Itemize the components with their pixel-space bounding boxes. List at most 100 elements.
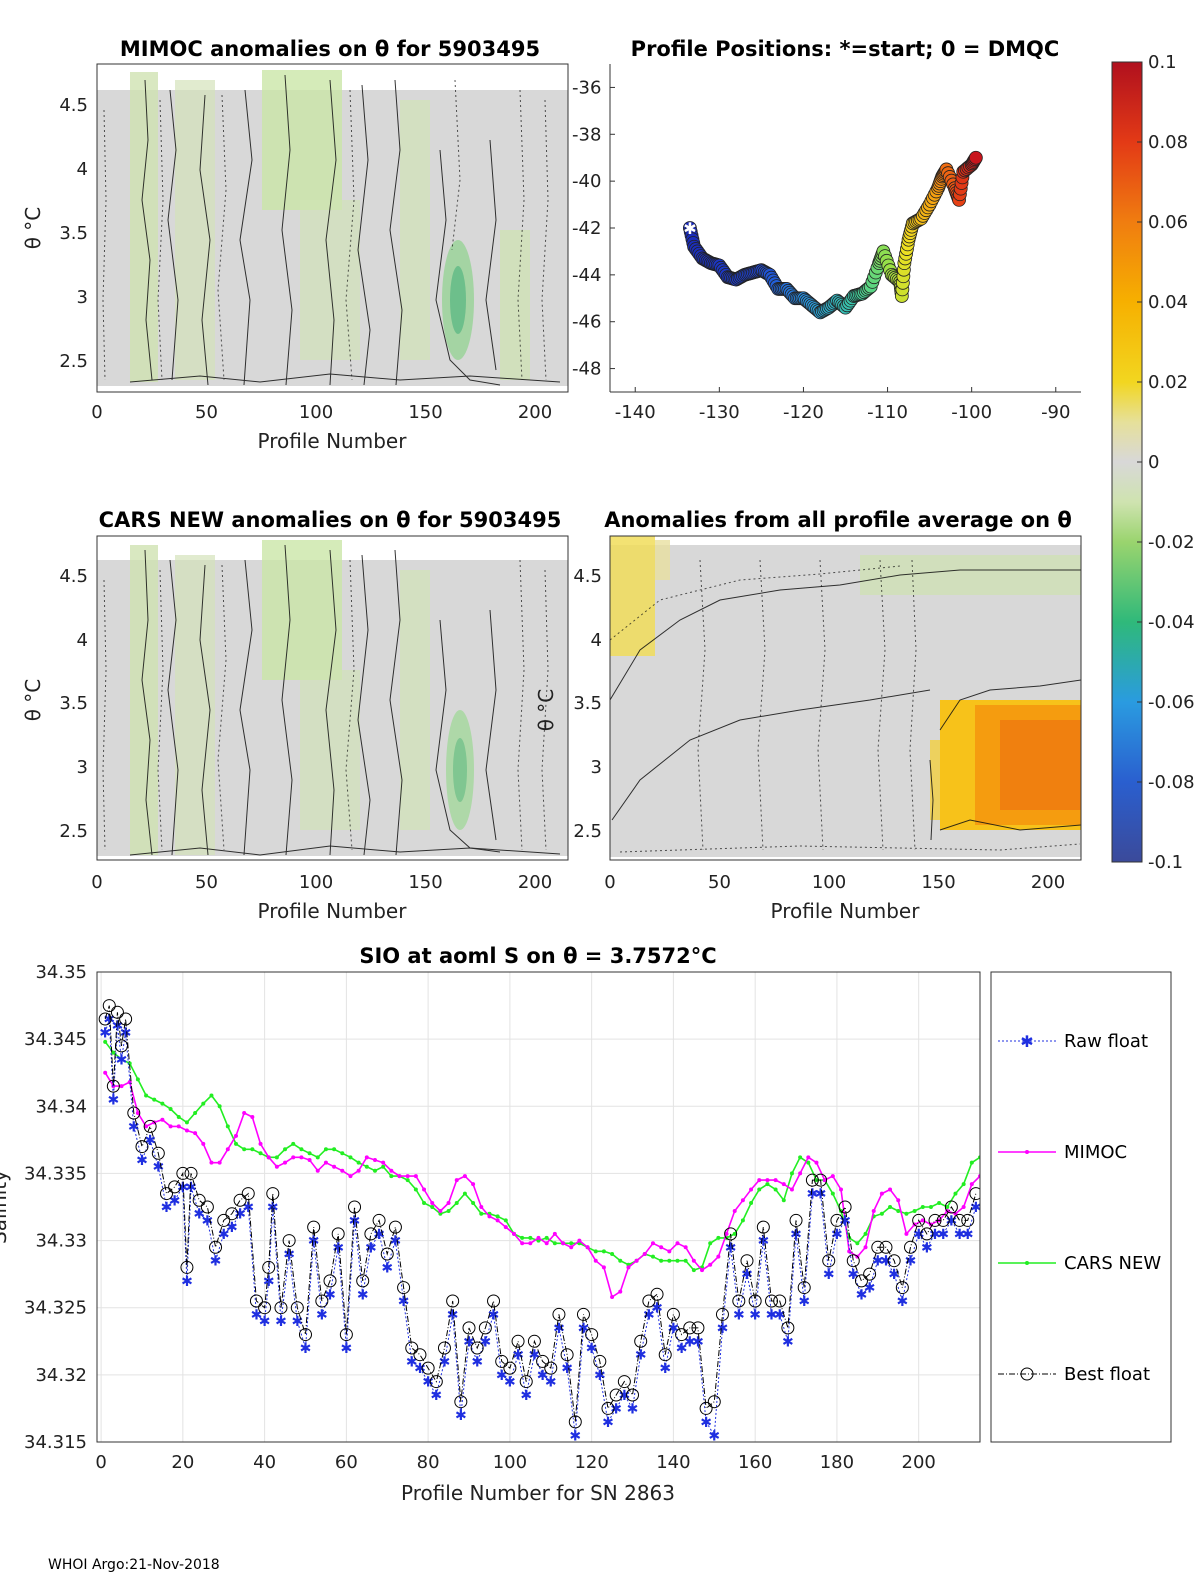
best-float-point <box>544 1361 558 1375</box>
best-float-point <box>258 1301 272 1315</box>
raw-float-point: ✱ <box>226 1220 238 1236</box>
cars-new-point <box>716 1235 721 1240</box>
footer-credit: WHOI Argo:21-Nov-2018 <box>48 1557 220 1573</box>
mimoc-point <box>789 1187 794 1192</box>
positions-y-ticks: -36 -38 -40 -42 -44 -46 -48 <box>572 77 615 380</box>
cars-new-point <box>332 1147 337 1152</box>
cars-new-point <box>405 1178 410 1183</box>
best-float-point <box>593 1354 607 1368</box>
raw-float-point: ✱ <box>169 1193 181 1209</box>
best-float-point <box>838 1200 852 1214</box>
raw-float-point: ✱ <box>381 1260 393 1276</box>
cars-new-point <box>111 1050 116 1055</box>
cars-new-point <box>953 1191 958 1196</box>
best-float-point <box>135 1140 149 1154</box>
mimoc-point <box>356 1168 361 1173</box>
best-float-point <box>249 1294 263 1308</box>
salinity-ytick: 34.35 <box>35 962 87 983</box>
raw-float-point: ✱ <box>128 1119 140 1135</box>
salinity-xtick: 140 <box>656 1452 690 1473</box>
raw-float-point: ✱ <box>921 1240 933 1256</box>
raw-float-point: ✱ <box>692 1334 704 1350</box>
cars-new-point <box>209 1093 214 1098</box>
best-float-point <box>822 1254 836 1268</box>
mimoc-point <box>642 1252 647 1256</box>
best-float-point <box>568 1415 582 1429</box>
raw-float-point: ✱ <box>291 1314 303 1330</box>
cars-new-point <box>732 1231 737 1236</box>
cars-new-point <box>969 1160 974 1165</box>
salinity-ytick: 34.315 <box>24 1432 87 1453</box>
best-float-point <box>192 1193 206 1207</box>
mimoc-point <box>675 1241 680 1246</box>
cars-new-point <box>667 1258 672 1263</box>
best-float-point <box>470 1341 484 1355</box>
positions-xtick: -100 <box>951 402 992 423</box>
cars-new-point <box>789 1171 794 1176</box>
raw-float-point: ✱ <box>430 1388 442 1404</box>
cars-new-point <box>356 1160 361 1165</box>
best-float-point <box>650 1287 664 1301</box>
mimoc-point <box>381 1160 386 1165</box>
raw-float-point: ✱ <box>373 1227 385 1243</box>
mimoc-point <box>863 1245 868 1250</box>
best-float-point <box>814 1173 828 1187</box>
best-float-line <box>104 1005 977 1422</box>
mimoc-point <box>585 1245 590 1250</box>
mimoc-point <box>569 1245 574 1250</box>
mimoc-point <box>332 1164 337 1169</box>
salinity-series: ✱✱✱✱✱✱✱✱✱✱✱✱✱✱✱✱✱✱✱✱✱✱✱✱✱✱✱✱✱✱✱✱✱✱✱✱✱✱✱✱… <box>98 999 980 1442</box>
salinity-xlabel: Profile Number for SN 2863 <box>401 1481 675 1505</box>
cars-new-point <box>217 1104 222 1109</box>
mimoc-point <box>708 1262 713 1267</box>
raw-float-point: ✱ <box>193 1207 205 1223</box>
cars-new-point <box>708 1241 713 1246</box>
mimoc-point <box>749 1187 754 1192</box>
cars-new-point <box>749 1200 754 1205</box>
best-float-point <box>184 1166 198 1180</box>
best-float-point <box>863 1267 877 1281</box>
best-float-point <box>601 1401 615 1415</box>
cars-new-point <box>904 1211 909 1216</box>
raw-float-point: ✱ <box>798 1294 810 1310</box>
cars-ytick: 3 <box>77 757 88 778</box>
cars-new-point <box>381 1164 386 1169</box>
cars-new-point <box>413 1187 418 1192</box>
cars-new-point <box>740 1218 745 1223</box>
best-float-point <box>151 1146 165 1160</box>
raw-float-point: ✱ <box>627 1401 639 1417</box>
cars-new-point <box>176 1115 181 1120</box>
best-float-point <box>356 1274 370 1288</box>
mimoc-ylabel: θ °C <box>21 207 45 250</box>
raw-float-point: ✱ <box>144 1133 156 1149</box>
raw-float-point: ✱ <box>790 1227 802 1243</box>
raw-float-point: ✱ <box>504 1375 516 1391</box>
raw-float-point: ✱ <box>136 1153 148 1169</box>
raw-float-point: ✱ <box>741 1267 753 1283</box>
best-float-point <box>282 1234 296 1248</box>
best-float-point <box>536 1354 550 1368</box>
mimoc-ytick: 3.5 <box>59 223 88 244</box>
cars-new-point <box>863 1231 868 1236</box>
mimoc-point <box>740 1198 745 1203</box>
best-float-point <box>298 1328 312 1342</box>
mimoc-point <box>119 1084 124 1089</box>
salinity-ytick: 34.34 <box>35 1096 87 1117</box>
salinity-xtick: 100 <box>493 1452 527 1473</box>
best-float-point <box>658 1348 672 1362</box>
cars-new-point <box>315 1155 320 1160</box>
raw-float-point: ✱ <box>586 1341 598 1357</box>
cars-new-point <box>454 1200 459 1205</box>
mimoc-point <box>364 1155 369 1160</box>
best-float-point <box>478 1321 492 1335</box>
mimoc-point <box>422 1187 427 1192</box>
best-float-point <box>527 1334 541 1348</box>
best-float-point <box>380 1247 394 1261</box>
mimoc-point <box>879 1191 884 1196</box>
best-float-point <box>266 1187 280 1201</box>
raw-float-point: ✱ <box>479 1334 491 1350</box>
cars-new-point <box>135 1077 140 1082</box>
best-float-point <box>372 1213 386 1227</box>
mimoc-point <box>904 1231 909 1236</box>
cars-ytick: 4 <box>77 630 88 651</box>
